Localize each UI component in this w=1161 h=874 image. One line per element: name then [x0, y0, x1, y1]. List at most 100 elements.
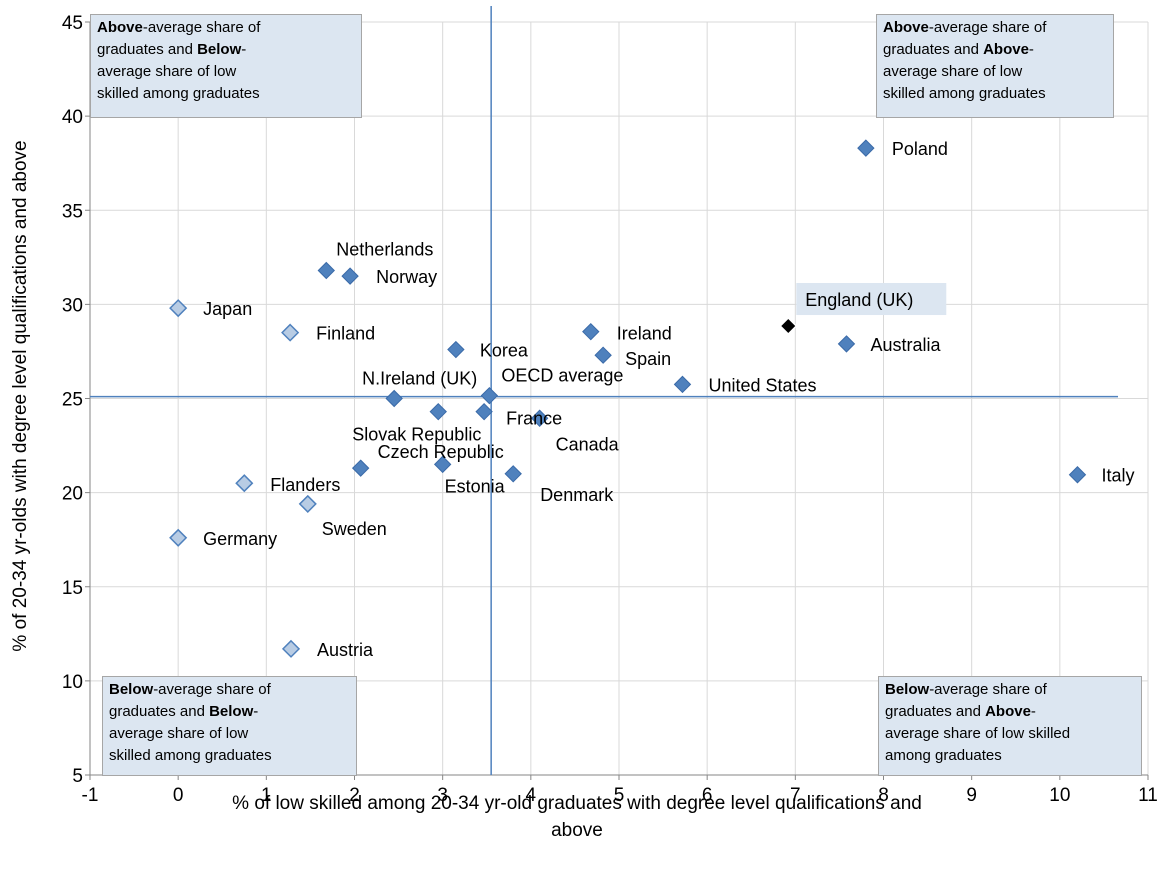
- point-finland: [281, 323, 300, 342]
- quad-tl-line2: graduates and Below-: [97, 41, 247, 58]
- point-england-uk: [779, 316, 798, 336]
- y-tick-label: 45: [62, 13, 83, 34]
- quad-tr-line4: skilled among graduates: [883, 85, 1046, 102]
- x-tick-label: 10: [1049, 785, 1070, 806]
- label-ireland: Ireland: [617, 324, 672, 344]
- point-italy: [1068, 466, 1087, 484]
- y-tick-label: 15: [62, 578, 83, 599]
- quad-bl-line1: Below-average share of: [109, 681, 271, 698]
- quad-bl-line4: skilled among graduates: [109, 747, 272, 764]
- label-united-states: United States: [708, 375, 816, 395]
- x-tick-label: 0: [173, 785, 184, 806]
- x-tick-label: 9: [966, 785, 977, 806]
- label-australia: Australia: [870, 335, 941, 355]
- x-tick-label: 4: [526, 785, 537, 806]
- x-axis-title-line2: above: [551, 820, 603, 841]
- quad-tl-line4: skilled among graduates: [97, 85, 260, 102]
- point-oecd-average: [480, 386, 499, 405]
- point-denmark: [504, 465, 522, 483]
- label-finland: Finland: [316, 324, 375, 344]
- quadrant-note-bottom-right: Below-average share of graduates and Abo…: [878, 676, 1142, 776]
- label-spain: Spain: [625, 349, 671, 369]
- label-sweden: Sweden: [322, 519, 387, 539]
- label-canada: Canada: [556, 434, 620, 454]
- quad-tl-line3: average share of low: [97, 63, 237, 80]
- point-austria: [281, 639, 301, 658]
- quadrant-note-top-right: Above-average share of graduates and Abo…: [876, 14, 1114, 118]
- label-netherlands: Netherlands: [336, 239, 433, 259]
- label-denmark: Denmark: [540, 485, 614, 505]
- point-flanders: [235, 474, 254, 493]
- label-norway: Norway: [376, 267, 437, 287]
- england-label-bg: [796, 283, 947, 316]
- quadrant-note-top-left: Above-average share of graduates and Bel…: [90, 14, 362, 118]
- x-tick-label: 1: [261, 785, 272, 806]
- quad-tr-line1: Above-average share of: [883, 19, 1047, 36]
- point-australia: [837, 335, 856, 353]
- point-slovak-republic: [429, 402, 447, 421]
- y-tick-label: 10: [62, 672, 83, 693]
- label-flanders: Flanders: [270, 475, 340, 495]
- quad-br-line1: Below-average share of: [885, 681, 1047, 698]
- point-spain: [594, 346, 612, 364]
- point-canada: [530, 409, 549, 427]
- quad-tr-line2: graduates and Above-: [883, 41, 1034, 58]
- x-axis-title: % of low skilled among 20-34 yr-old grad…: [232, 793, 922, 814]
- label-england-uk: England (UK): [796, 283, 947, 316]
- label-oecd-average: OECD average: [501, 366, 623, 386]
- quad-tr-line3: average share of low: [883, 63, 1023, 80]
- label-germany: Germany: [203, 529, 277, 549]
- point-germany: [169, 528, 188, 547]
- label-czech-republic: Czech Republic: [378, 442, 504, 462]
- quad-br-line4: among graduates: [885, 747, 1002, 764]
- point-netherlands: [317, 261, 335, 280]
- point-poland: [857, 139, 875, 157]
- x-tick-label: 11: [1138, 785, 1158, 806]
- label-estonia: Estonia: [445, 476, 506, 496]
- label-france: France: [506, 409, 562, 429]
- point-ireland: [582, 322, 600, 341]
- quad-bl-line2: graduates and Below-: [109, 703, 259, 720]
- x-tick-label: 7: [790, 785, 801, 806]
- label-korea: Korea: [480, 341, 529, 361]
- england-label-text: England (UK): [805, 290, 913, 310]
- quad-tl-line1: Above-average share of: [97, 19, 261, 36]
- label-poland: Poland: [892, 139, 948, 159]
- label-n-ireland-uk: N.Ireland (UK): [362, 369, 477, 389]
- label-italy: Italy: [1101, 466, 1134, 486]
- quadrant-note-bottom-left: Below-average share of graduates and Bel…: [102, 676, 357, 776]
- y-tick-label: 5: [72, 766, 83, 787]
- x-tick-label: 5: [614, 785, 625, 806]
- quad-br-line3: average share of low skilled: [885, 725, 1071, 742]
- x-tick-label: 3: [437, 785, 448, 806]
- x-tick-label: 8: [878, 785, 889, 806]
- quad-br-line2: graduates and Above-: [885, 703, 1036, 720]
- point-czech-republic: [351, 459, 370, 477]
- point-n-ireland-uk: [385, 389, 403, 408]
- point-sweden: [298, 494, 317, 513]
- y-tick-label: 35: [62, 201, 83, 222]
- reference-lines: [90, 6, 1118, 775]
- x-tick-label: 6: [702, 785, 713, 806]
- point-korea: [447, 340, 465, 359]
- gridlines: [90, 21, 1149, 775]
- y-tick-label: 20: [62, 484, 83, 505]
- label-austria: Austria: [317, 640, 374, 660]
- point-united-states: [673, 375, 692, 394]
- point-france: [475, 402, 493, 421]
- point-japan: [169, 299, 188, 318]
- y-tick-label: 25: [62, 390, 83, 411]
- y-axis-title: % of 20-34 yr-olds with degree level qua…: [10, 140, 31, 651]
- point-norway: [341, 267, 359, 285]
- y-tick-label: 30: [62, 295, 83, 316]
- data-points: [169, 139, 1087, 658]
- x-tick-label: 2: [349, 785, 360, 806]
- y-tick-label: 40: [62, 107, 83, 128]
- label-slovak-republic: Slovak Republic: [352, 425, 481, 445]
- quad-bl-line3: average share of low: [109, 725, 249, 742]
- point-labels: Poland Australia Italy United States Ireland…: [203, 139, 1134, 660]
- label-japan: Japan: [203, 299, 252, 319]
- x-tick-label: -1: [82, 785, 99, 806]
- point-estonia: [433, 455, 452, 474]
